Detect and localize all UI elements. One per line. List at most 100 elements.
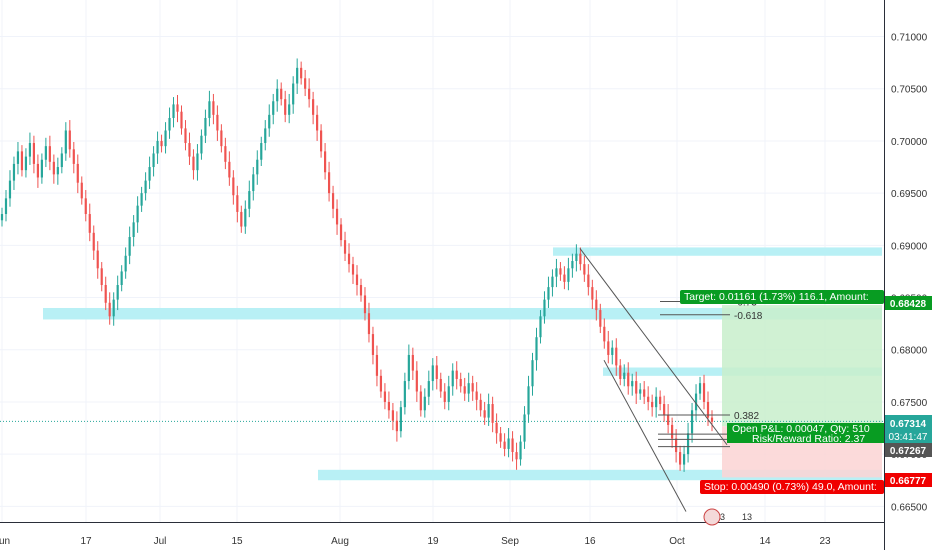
candle [443, 383, 446, 410]
y-tick-label: 0.69000 [891, 241, 928, 252]
candle-body [571, 261, 574, 269]
candle-body [88, 214, 91, 233]
candle [80, 176, 83, 205]
candle [331, 185, 335, 219]
candle-body [710, 417, 714, 422]
candle-body [591, 287, 594, 300]
candle-body [451, 370, 454, 387]
candle-body [383, 391, 387, 402]
candle [503, 433, 506, 457]
candle-body [96, 250, 99, 269]
candle-body [272, 101, 275, 115]
candle-body [471, 383, 474, 392]
target-price-label: 0.68428 [885, 296, 932, 310]
candle-body [316, 114, 319, 131]
candle [240, 205, 243, 233]
open-pnl-text: Open P&L: 0.00047, Qty: 510 [732, 423, 870, 435]
candle-body [643, 389, 646, 397]
candle [60, 147, 63, 174]
candle-body [607, 341, 610, 355]
candle [164, 122, 167, 154]
candle-body [619, 365, 622, 379]
candle-body [547, 287, 550, 300]
candle [116, 275, 119, 311]
target-label: Target: 0.01161 (1.73%) 116.1, Amount: [680, 290, 884, 304]
candle-body [427, 381, 430, 397]
y-tick-label: 0.70000 [891, 137, 928, 148]
candle [427, 370, 430, 406]
candle-body [64, 130, 67, 154]
candle [316, 105, 319, 141]
candle-body [60, 153, 63, 168]
candle [359, 278, 363, 302]
candle [627, 362, 630, 395]
candle-body [678, 452, 682, 465]
candle [635, 371, 638, 405]
x-tick-label: Jun [0, 536, 10, 547]
candle-body [483, 410, 486, 418]
candle [495, 413, 498, 444]
candle [8, 170, 12, 207]
candle-body [479, 399, 482, 411]
candle-body [300, 67, 303, 79]
candle [519, 435, 522, 466]
stop-label-bg [700, 480, 884, 494]
candle [292, 76, 295, 114]
candle-body [188, 143, 191, 157]
candle [272, 93, 275, 125]
target-price-label-bg [885, 296, 932, 310]
x-tick-label: Jul [154, 536, 167, 547]
candle-body [535, 337, 538, 361]
candle-body [702, 383, 706, 402]
candle [343, 231, 347, 261]
candle-body [16, 151, 20, 164]
long-position-tool[interactable] [0, 305, 884, 478]
candle-body [539, 316, 542, 338]
entry-price-label-text: 0.67267 [890, 446, 927, 457]
candle [160, 134, 163, 153]
candle-body [240, 211, 243, 227]
candle-body [531, 360, 534, 387]
candle [264, 120, 267, 151]
candle-body [499, 433, 502, 442]
candle-body [623, 372, 626, 379]
stop-price-label-text: 0.66777 [890, 476, 927, 487]
candle-body [559, 268, 562, 275]
candle-body [399, 407, 402, 432]
candle-body [667, 414, 670, 425]
candle [499, 426, 502, 448]
candle-body [675, 438, 678, 453]
candle [539, 310, 542, 344]
candle [403, 372, 406, 415]
candle-body [698, 383, 702, 394]
candle-body [260, 143, 263, 160]
candle [120, 265, 123, 292]
candle-body [459, 378, 462, 387]
candle [651, 394, 654, 417]
candle [188, 132, 191, 165]
candle [611, 340, 614, 365]
candle-body [232, 177, 235, 196]
candle [391, 402, 394, 431]
candle [531, 352, 534, 396]
candle-body [84, 198, 87, 215]
candle [447, 375, 450, 411]
candle [347, 243, 351, 273]
y-tick-label: 0.66500 [891, 502, 928, 513]
countdown-text: 03:41:47 [889, 432, 928, 443]
candle [487, 393, 490, 426]
candle [547, 276, 550, 308]
fib-level-neg-0618-label: -0.618 [734, 311, 763, 322]
candle [491, 396, 494, 433]
candle-body [339, 224, 343, 241]
candle-body [419, 391, 422, 411]
candle [280, 82, 283, 106]
event-flag-icon [703, 508, 721, 526]
candle-body [599, 310, 602, 327]
candle-body [659, 396, 662, 405]
candle [479, 393, 482, 417]
candle-body [76, 163, 79, 183]
